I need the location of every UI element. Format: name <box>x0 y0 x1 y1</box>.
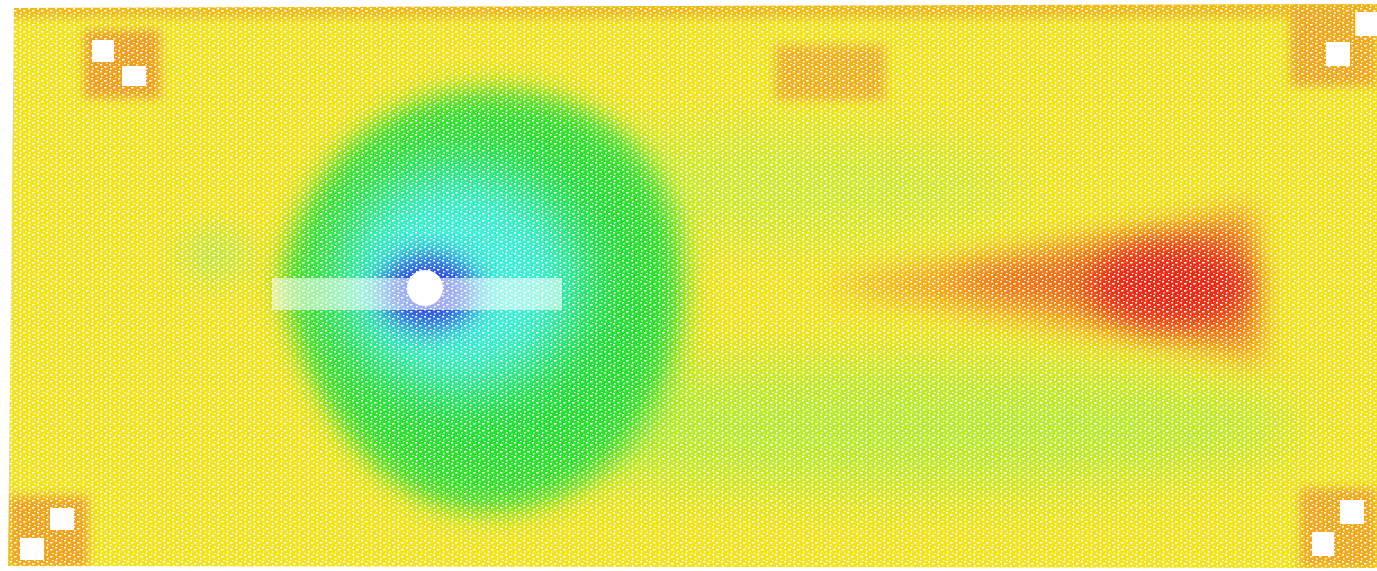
marker-square <box>1326 42 1350 66</box>
marker-square <box>1312 532 1334 556</box>
marker-square <box>50 508 74 530</box>
marker-square <box>1340 500 1364 524</box>
marker-square <box>92 40 114 62</box>
marker-square <box>122 66 146 86</box>
marker-square <box>20 538 44 560</box>
marker-square <box>1355 12 1377 36</box>
hole <box>407 270 443 306</box>
